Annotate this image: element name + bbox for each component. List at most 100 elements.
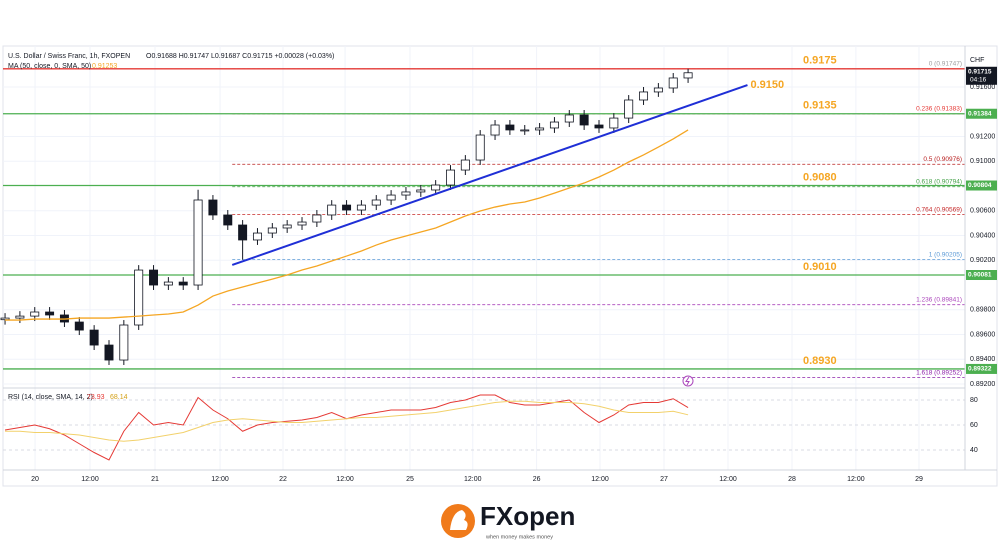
candle-body (208, 199, 218, 216)
x-tick-label: 28 (788, 476, 796, 483)
y-tick-label: 0.90400 (970, 232, 995, 239)
y-tick-label: 0.90200 (970, 257, 995, 264)
candle-body (282, 224, 292, 229)
x-tick-label: 27 (660, 476, 668, 483)
candle-body (238, 224, 248, 241)
candle-body (30, 311, 40, 317)
candle-body (460, 159, 470, 171)
rsi-label: RSI (14, close, SMA, 14, 2) (8, 394, 93, 401)
candle-body (163, 281, 173, 286)
logo: FXopen when money makes money (441, 501, 575, 540)
candle-body (490, 124, 500, 136)
candle-body (668, 77, 678, 89)
frame (2, 45, 998, 487)
x-tick-label: 12:00 (719, 476, 737, 483)
fib-label: 0.764 (0.90569) (916, 206, 962, 213)
level-box (966, 270, 997, 281)
candle-body (549, 121, 559, 129)
level-box (966, 363, 997, 374)
brand-tagline: when money makes money (485, 534, 553, 540)
x-tick-label: 12:00 (591, 476, 609, 483)
x-tick-label: 25 (406, 476, 414, 483)
candle-body (520, 129, 530, 132)
level-label: 0.9010 (803, 261, 837, 273)
event-bolt (685, 376, 690, 386)
rsi-tick-label: 80 (970, 397, 978, 404)
level-box-label: 0.90804 (968, 182, 992, 189)
candle-body (327, 204, 337, 216)
candle-body (356, 204, 366, 211)
level-box (966, 180, 997, 191)
candle-body (104, 344, 114, 361)
rsi-tick-label: 40 (970, 447, 978, 454)
candle-body (653, 87, 663, 93)
y-tick-label: 0.89200 (970, 381, 995, 388)
candle-body (624, 99, 634, 119)
trendline (231, 84, 748, 266)
logo-mark (450, 510, 468, 530)
y-tick-label: 0.91200 (970, 133, 995, 140)
candle-body (74, 321, 84, 331)
x-tick-label: 12:00 (464, 476, 482, 483)
candle-body (609, 117, 619, 129)
ma-label: MA (50, close, 0, SMA, 50) (8, 63, 91, 70)
x-tick-label: 21 (151, 476, 159, 483)
grid (3, 46, 965, 470)
candle-body (446, 169, 455, 186)
level-label: 0.9080 (803, 171, 837, 183)
level-box-label: 0.90081 (968, 272, 992, 279)
rsi-line (5, 400, 689, 442)
candle-body (312, 214, 322, 223)
last-price-box (966, 66, 997, 85)
trendline-label: 0.9150 (750, 79, 784, 91)
rsi-tick-label: 60 (970, 422, 978, 429)
ma-value: 0.91253 (92, 63, 117, 70)
level-box-label: 0.91384 (968, 110, 992, 117)
candle-body (134, 269, 144, 326)
fib-label: 0.618 (0.90794) (916, 178, 962, 185)
candle-body (639, 91, 649, 101)
level-label: 0.8930 (803, 355, 837, 367)
candle-body (579, 114, 589, 126)
candle-body (683, 72, 693, 79)
candle-body (401, 191, 411, 196)
candle-body (475, 134, 485, 161)
candle-body (119, 324, 129, 361)
candle-body (15, 315, 25, 319)
ohlc: O0.91688 H0.91747 L0.91687 C0.91715 +0.0… (146, 53, 334, 60)
candle-body (564, 114, 574, 123)
candle-body (223, 214, 233, 226)
candle-body (371, 199, 381, 206)
fib-label: 0.236 (0.91383) (916, 106, 962, 113)
candle-body (89, 329, 99, 346)
y-tick-label: 0.89800 (970, 307, 995, 314)
x-tick-label: 26 (533, 476, 541, 483)
candle-body (505, 124, 515, 131)
candle-body (431, 184, 441, 191)
brand-name: FXopen (480, 501, 575, 531)
candle-body (342, 204, 352, 211)
candle-body (594, 124, 604, 129)
level-label: 0.9175 (803, 55, 837, 67)
chart-title: U.S. Dollar / Swiss Franc, 1h, FXOPEN (8, 53, 130, 60)
fib-label: 1 (0.90205) (929, 251, 962, 258)
fib-label: 1.236 (0.89841) (916, 296, 962, 303)
candle-body (297, 221, 307, 226)
x-tick-label: 12:00 (847, 476, 865, 483)
candle-body (149, 269, 159, 286)
y-tick-label: 0.89600 (970, 331, 995, 338)
candle-body (178, 281, 188, 286)
y-tick-label: 0.91000 (970, 158, 995, 165)
rsi-ma-value: 68.14 (110, 394, 128, 401)
candle-body (267, 227, 277, 234)
last-price: 0.91715 (968, 68, 992, 75)
candle-body (416, 189, 426, 193)
y-tick-label: 0.91600 (970, 84, 995, 91)
x-tick-label: 22 (279, 476, 287, 483)
fib-label: 0.5 (0.90976) (923, 156, 962, 163)
candle-body (193, 199, 203, 286)
fib-label: 0 (0.91747) (929, 61, 962, 68)
x-tick-label: 12:00 (336, 476, 354, 483)
level-box-label: 0.89322 (968, 366, 992, 373)
